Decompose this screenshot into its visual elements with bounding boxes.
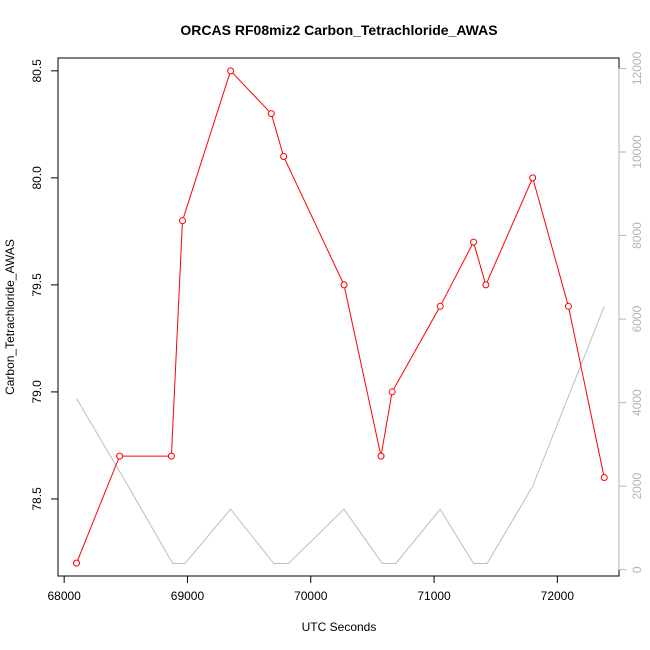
data-point	[179, 217, 187, 225]
series-line-primary	[76, 69, 605, 564]
plot-frame	[57, 57, 620, 577]
y-tick-label: 80.0	[30, 166, 44, 190]
y2-tick-label: 8000	[630, 222, 644, 249]
y-tick-label: 78.5	[30, 487, 44, 511]
data-point	[377, 452, 385, 460]
data-point	[564, 302, 572, 310]
y2-tick-label: 4000	[630, 389, 644, 416]
y-axis-left: 78.5 79.0 79.5 80.0 80.5	[30, 59, 59, 511]
y-tick-label: 79.0	[30, 380, 44, 404]
y-tick-label: 79.5	[30, 273, 44, 297]
y2-tick-label: 0	[630, 566, 644, 573]
data-point	[482, 281, 490, 289]
data-point	[227, 67, 235, 75]
data-point	[436, 302, 444, 310]
data-point	[116, 452, 124, 460]
series-line-secondary	[76, 306, 605, 564]
x-tick-label: 69000	[171, 589, 205, 603]
data-point	[267, 110, 275, 118]
x-axis: 68000 69000 70000 71000 72000	[47, 575, 575, 603]
x-tick-label: 68000	[47, 589, 81, 603]
y2-tick-label: 6000	[630, 305, 644, 332]
data-point	[72, 559, 80, 567]
data-point	[280, 152, 288, 160]
chart-title: ORCAS RF08miz2 Carbon_Tetrachloride_AWAS	[180, 22, 497, 38]
x-tick-label: 70000	[294, 589, 328, 603]
data-point	[529, 174, 537, 182]
series-layer	[72, 67, 608, 567]
x-tick-label: 72000	[541, 589, 575, 603]
data-point	[340, 281, 348, 289]
y-tick-label: 80.5	[30, 59, 44, 83]
data-point	[600, 474, 608, 482]
y-axis-right: 0 2000 4000 6000 8000 10000 12000	[618, 51, 644, 573]
data-point	[388, 388, 396, 396]
y2-tick-label: 10000	[630, 135, 644, 169]
y2-tick-label: 12000	[630, 51, 644, 85]
data-point	[167, 452, 175, 460]
y-axis-label: Carbon_Tetrachloride_AWAS	[3, 239, 17, 395]
data-point	[470, 238, 478, 246]
x-axis-label: UTC Seconds	[302, 620, 377, 634]
y2-tick-label: 2000	[630, 473, 644, 500]
x-tick-label: 71000	[417, 589, 451, 603]
